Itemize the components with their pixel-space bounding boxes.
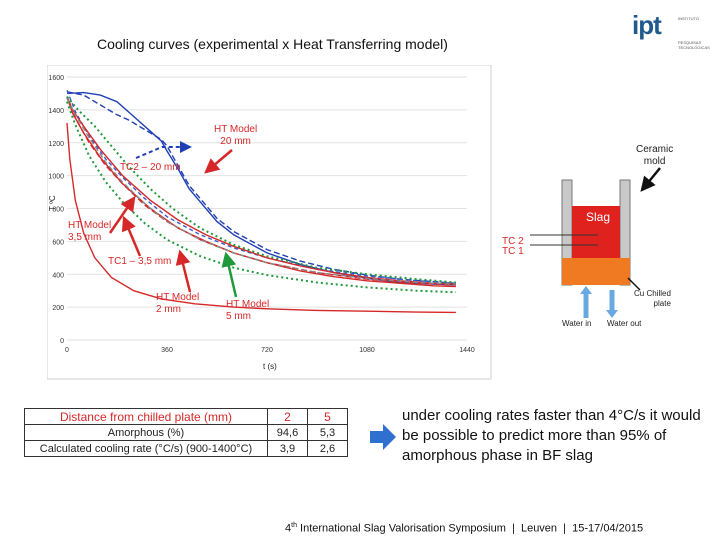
mold-schematic: [530, 179, 641, 318]
table-row: Amorphous (%) 94,6 5,3: [24, 424, 348, 441]
y-tick-label: 200: [52, 305, 64, 312]
annotation-hm-20mm: HT Model 20 mm: [214, 124, 258, 147]
tc1-label: TC 1: [502, 246, 524, 257]
water-out-label: Water out: [607, 319, 642, 328]
cu-chilled-plate: [562, 258, 630, 285]
annotation-tc-35mm: TC1 – 3,5 mm: [108, 256, 172, 267]
y-tick-label: 1000: [48, 174, 64, 181]
arrow-tc-35mm: [121, 215, 142, 257]
y-tick-label: 1400: [48, 108, 64, 115]
y-tick-label: 0: [60, 338, 64, 345]
chart-ticks: 0 200 400 600 800 1000 1200 1400 1600 0 360 720 1080…: [48, 75, 474, 354]
y-tick-label: 600: [52, 239, 64, 246]
arrow-hm-35mm: [108, 195, 136, 234]
arrow-hm-5mm: [221, 251, 238, 298]
ceramic-mold-label: Ceramic mold: [636, 144, 674, 167]
x-tick-label: 1080: [359, 347, 375, 354]
logo-sub-3: TECNOLÓGICAS: [678, 45, 710, 50]
annotation-hm-5mm: HT Model 5 mm: [226, 299, 270, 322]
x-tick-label: 720: [261, 347, 273, 354]
logo-sub-1: INSTITUTO: [678, 16, 700, 21]
table-row: Calculated cooling rate (°C/s) (900-1400…: [24, 440, 348, 457]
y-tick-label: 400: [52, 272, 64, 279]
series-line-green2: [66, 96, 456, 284]
series-line-gray: [66, 98, 456, 285]
chart-series: [66, 89, 456, 314]
annotation-tc-20mm: TC2 – 20 mm: [120, 162, 181, 173]
x-tick-label: 360: [161, 347, 173, 354]
arrow-tc-20mm: [135, 141, 192, 159]
ipt-logo: ipt INSTITUTO PESQUISAS TECNOLÓGICAS: [632, 10, 712, 50]
logo-sub-2: PESQUISAS: [678, 40, 702, 45]
y-tick-label: 1200: [48, 141, 64, 148]
amorphous-table: Distance from chilled plate (mm) 2 5 Amo…: [24, 408, 348, 457]
x-tick-label: 0: [65, 347, 69, 354]
y-axis-label: T ºC: [48, 195, 57, 211]
arrow-ceramic-mold: [640, 167, 661, 192]
tc2-label: TC 2: [502, 236, 524, 247]
water-in-label: Water in: [562, 319, 592, 328]
arrow-hm-20mm: [204, 149, 233, 174]
footer: 4th International Slag Valorisation Symp…: [285, 522, 644, 535]
table-row: Distance from chilled plate (mm) 2 5: [24, 408, 348, 425]
series-line-redFast: [66, 122, 456, 314]
conclusion-text: under cooling rates faster than 4°C/s it…: [402, 407, 701, 464]
cu-plate-label: Cu Chilled plate: [634, 289, 671, 308]
y-tick-label: 800: [52, 207, 64, 214]
plate-pointer: [627, 277, 641, 291]
logo-text: ipt: [632, 10, 662, 40]
x-tick-label: 1440: [459, 347, 475, 354]
annotation-hm-35mm: HT Model 3,5 mm: [68, 220, 112, 243]
annotation-hm-2mm: HT Model 2 mm: [156, 292, 200, 315]
slag-label: Slag: [586, 210, 611, 224]
slag-region: [572, 206, 620, 258]
series-line-tc20b: [66, 89, 456, 284]
arrow-hm-2mm: [175, 249, 192, 293]
chart-frame: [47, 65, 492, 380]
right-arrow-icon: [370, 424, 396, 450]
x-axis-label: t (s): [263, 362, 277, 371]
y-tick-label: 1600: [48, 75, 64, 82]
slide-title: Cooling curves (experimental x Heat Tran…: [97, 36, 448, 52]
